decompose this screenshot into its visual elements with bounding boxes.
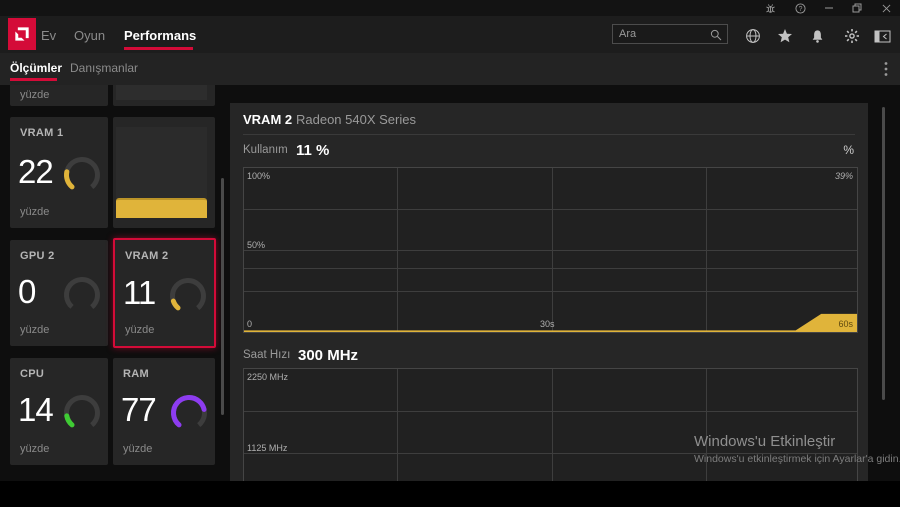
xtick-0: 0 (247, 319, 253, 329)
panel-subtitle: Radeon 540X Series (296, 112, 416, 127)
restore-icon[interactable] (850, 2, 864, 14)
tab-game[interactable]: Oyun (74, 28, 106, 43)
sparkline-card-vram1[interactable] (113, 117, 215, 228)
tab-performance[interactable]: Performans (124, 28, 197, 43)
gridline-50pct (244, 250, 857, 251)
gridline (397, 369, 398, 481)
star-icon[interactable] (776, 27, 794, 45)
vram1-sparkline-fill (116, 197, 207, 218)
search-icon (710, 29, 722, 41)
performance-subnav: Ölçümler Danışmanlar (0, 53, 900, 85)
sidebar-scrollbar[interactable] (221, 178, 224, 415)
content-area: yüzde VRAM 1 22 yüzde GPU 2 0 yüzde VRAM… (0, 85, 900, 481)
metric-card-gpu2[interactable]: GPU 2 0 yüzde (10, 240, 108, 346)
metric-title: CPU (20, 368, 45, 380)
clock-chart: 2250 MHz 1125 MHz (243, 368, 858, 481)
metric-detail-panel: VRAM 2 Radeon 540X Series Kullanım 11 % … (230, 103, 900, 481)
cpu-gauge (62, 393, 102, 433)
ytick-2250: 2250 MHz (247, 372, 289, 382)
gridline-1125 (244, 453, 857, 454)
search-input[interactable] (619, 25, 709, 43)
minimize-icon[interactable] (822, 2, 836, 14)
metric-value: 0 (18, 273, 36, 310)
sparkline-card-partial[interactable] (113, 85, 215, 106)
metric-title: GPU 2 (20, 250, 55, 262)
metric-unit: yüzde (20, 89, 50, 101)
metric-value: 77 (121, 391, 157, 428)
metric-unit: yüzde (20, 443, 50, 455)
gridline (244, 411, 857, 412)
ytick-50: 50% (247, 240, 266, 250)
metric-value: 11 (123, 274, 156, 311)
metric-title: RAM (123, 368, 149, 380)
sparkline-area (116, 85, 207, 100)
metric-card-cpu[interactable]: CPU 14 yüzde (10, 358, 108, 465)
vram2-gauge (168, 276, 208, 316)
gear-icon[interactable] (843, 27, 861, 45)
gridline (706, 369, 707, 481)
metric-title: VRAM 2 (125, 250, 169, 262)
metric-unit: yüzde (125, 324, 155, 336)
ytick-1125: 1125 MHz (247, 443, 288, 453)
metric-value: 14 (18, 391, 54, 428)
metric-card-partial[interactable]: yüzde (10, 85, 108, 106)
active-subtab-underline (10, 78, 57, 81)
metric-unit: yüzde (123, 443, 153, 455)
main-scrollbar[interactable] (882, 107, 885, 400)
gridline-75pct (244, 209, 857, 210)
metric-unit: yüzde (20, 324, 50, 336)
ram-gauge (169, 393, 209, 433)
vram1-gauge (62, 155, 102, 195)
gridline-25pct (244, 291, 857, 292)
amd-logo[interactable] (8, 18, 36, 50)
tab-home[interactable]: Ev (41, 28, 57, 43)
sparkline-area (116, 127, 207, 218)
bug-report-icon[interactable] (763, 2, 777, 14)
usage-label: Kullanım (243, 144, 288, 156)
search-box[interactable] (612, 24, 728, 44)
clock-value: 300 MHz (298, 347, 359, 364)
peak-value-label: 39% (834, 171, 853, 181)
usage-value: 11 % (296, 142, 330, 159)
divider (243, 134, 855, 135)
close-icon[interactable] (879, 2, 893, 14)
kebab-menu-icon[interactable] (884, 61, 888, 77)
metric-title: VRAM 1 (20, 127, 64, 139)
gridline (552, 369, 553, 481)
tab-advisors[interactable]: Danışmanlar (70, 61, 139, 75)
bell-icon[interactable] (808, 27, 826, 45)
panel-title: VRAM 2 (243, 112, 293, 127)
usage-axis-unit: % (843, 143, 854, 157)
peak-line (244, 268, 857, 270)
globe-icon[interactable] (744, 27, 762, 45)
clock-label: Saat Hızı (243, 349, 291, 361)
window-titlebar: ? (0, 0, 900, 16)
radeon-software-window: ? Ev Oyun Performans (0, 0, 900, 481)
tab-metrics[interactable]: Ölçümler (10, 61, 63, 75)
help-icon[interactable]: ? (793, 2, 807, 14)
metric-card-vram2[interactable]: VRAM 2 11 yüzde (113, 238, 216, 348)
usage-chart: 100% 50% 39% 0 30s 60s (243, 167, 858, 333)
xtick-30s: 30s (540, 319, 555, 329)
ytick-100: 100% (247, 171, 271, 181)
main-navbar: Ev Oyun Performans (0, 16, 900, 53)
metric-value: 22 (18, 153, 54, 190)
metric-card-vram1[interactable]: VRAM 1 22 yüzde (10, 117, 108, 228)
metric-card-ram[interactable]: RAM 77 yüzde (113, 358, 215, 465)
svg-text:?: ? (798, 5, 802, 12)
xtick-60s: 60s (838, 319, 853, 329)
gpu2-gauge (62, 275, 102, 315)
active-tab-underline (124, 47, 193, 50)
metric-unit: yüzde (20, 206, 50, 218)
panel-toggle-icon[interactable] (873, 27, 891, 45)
